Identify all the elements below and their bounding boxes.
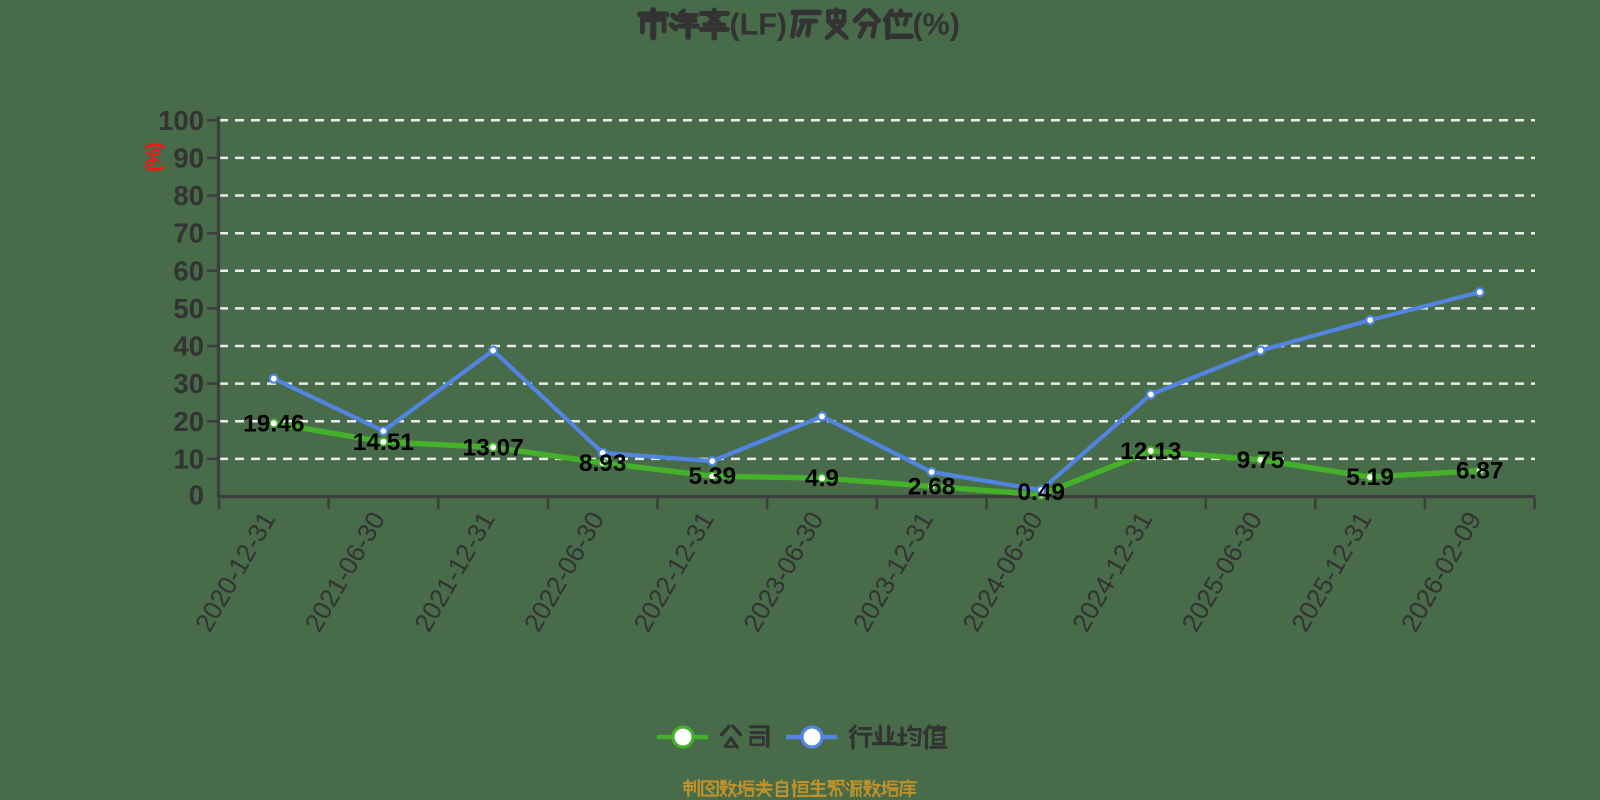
svg-text:5.19: 5.19 xyxy=(1346,464,1394,491)
svg-text:60: 60 xyxy=(173,255,204,286)
svg-text:0: 0 xyxy=(189,480,204,511)
svg-text:2.68: 2.68 xyxy=(908,473,956,500)
svg-text:90: 90 xyxy=(173,142,204,173)
svg-text:40: 40 xyxy=(173,331,204,362)
svg-text:50: 50 xyxy=(173,293,204,324)
svg-text:20: 20 xyxy=(173,406,204,437)
svg-text:6.87: 6.87 xyxy=(1456,458,1504,485)
svg-text:(%): (%) xyxy=(143,143,166,172)
svg-text:9.75: 9.75 xyxy=(1237,447,1285,474)
svg-text:(%): (%) xyxy=(913,8,960,42)
svg-text:13.07: 13.07 xyxy=(462,434,523,461)
svg-text:70: 70 xyxy=(173,218,204,249)
svg-text:30: 30 xyxy=(173,368,204,399)
svg-text:80: 80 xyxy=(173,180,204,211)
svg-text:19.46: 19.46 xyxy=(243,410,304,437)
svg-text:14.51: 14.51 xyxy=(353,429,414,456)
svg-text:100: 100 xyxy=(158,105,204,136)
svg-text:(LF): (LF) xyxy=(730,8,788,42)
svg-text:12.13: 12.13 xyxy=(1120,438,1181,465)
svg-text:4.9: 4.9 xyxy=(805,465,839,492)
svg-text:0.49: 0.49 xyxy=(1017,479,1065,506)
svg-text:8.93: 8.93 xyxy=(579,450,627,477)
svg-text:10: 10 xyxy=(173,443,204,474)
svg-text:5.39: 5.39 xyxy=(688,463,736,490)
